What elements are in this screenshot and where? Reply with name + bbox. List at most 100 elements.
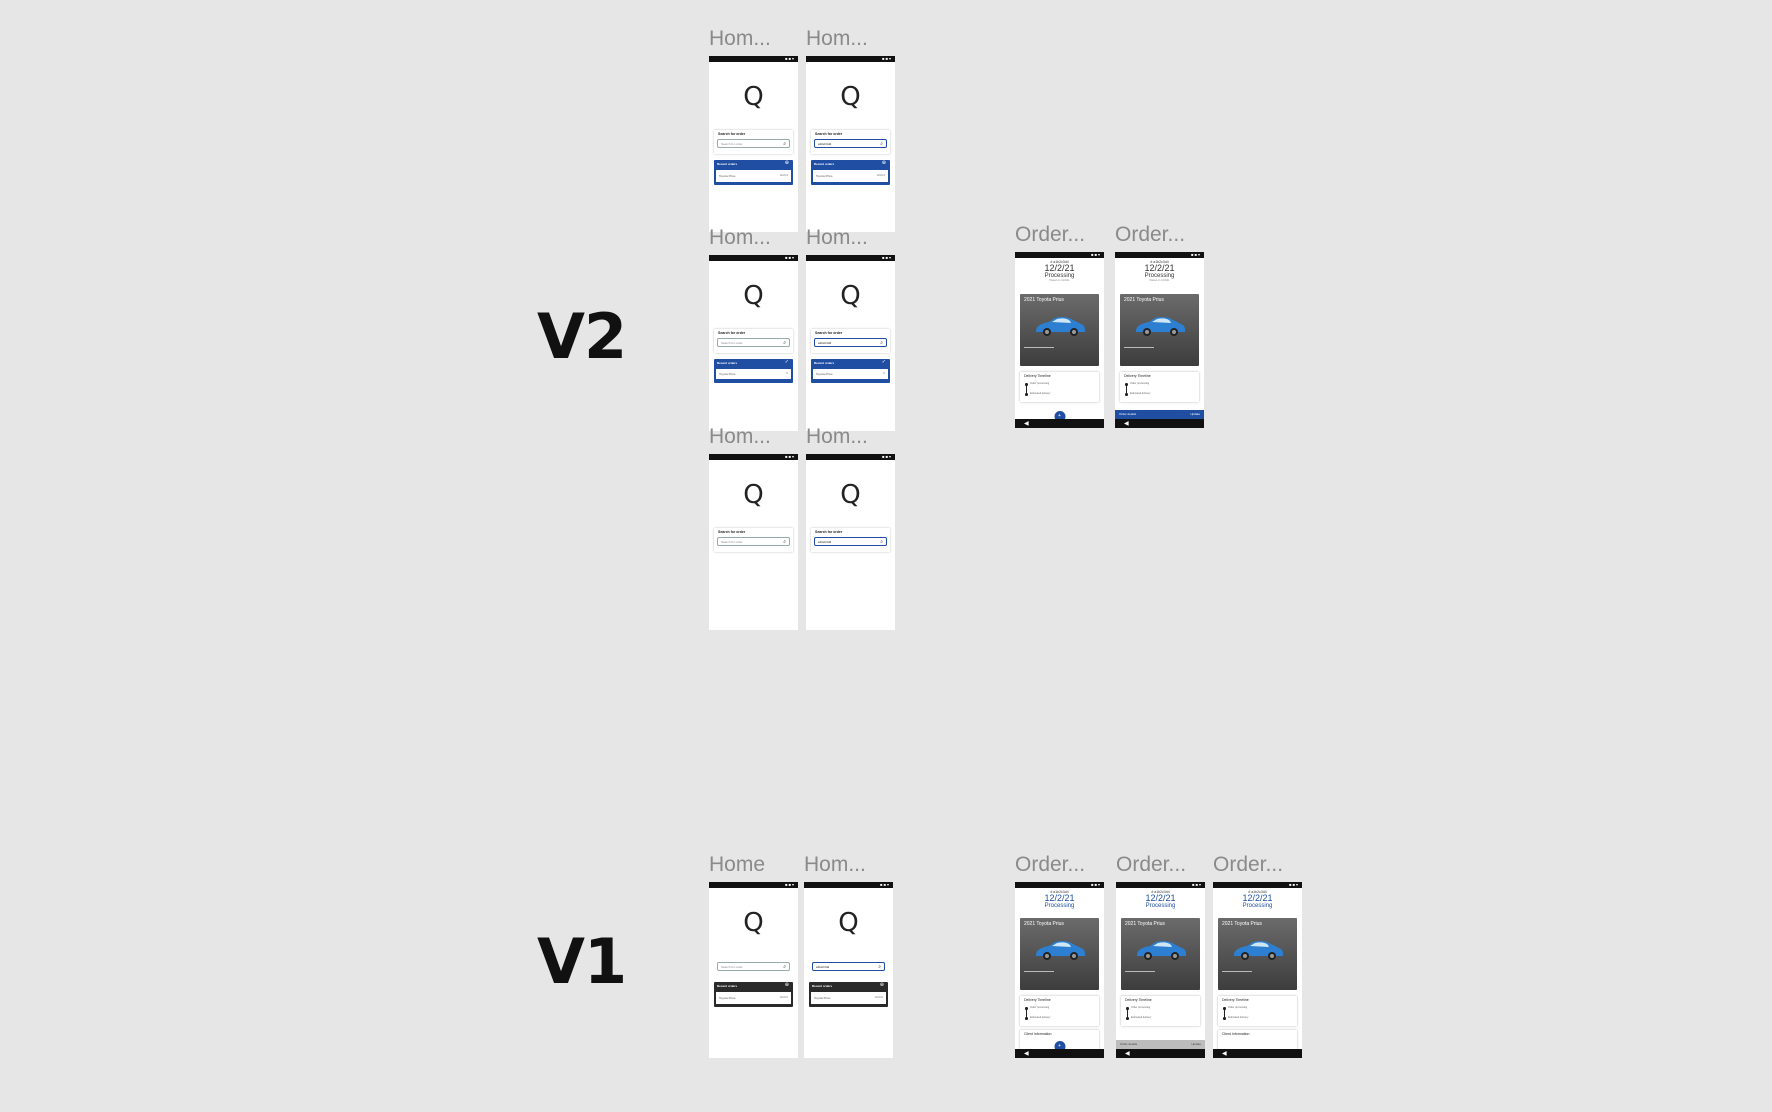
frame-label: Home: [709, 853, 766, 876]
search-input[interactable]: a1b2c3d4 ⌕: [814, 139, 887, 148]
search-icon[interactable]: ⌕: [880, 340, 883, 346]
nav-bar: ◀: [1116, 1049, 1205, 1058]
status-bar: ■■▾: [1015, 882, 1104, 888]
order-date: 12/2/21: [1044, 893, 1075, 903]
action-bar[interactable]: Order details Update: [1116, 1040, 1205, 1049]
search-input[interactable]: Search for order ⌕: [717, 962, 790, 971]
recent-orders-card[interactable]: Recent orders ✓ Toyota Prius ⬍: [811, 359, 890, 383]
frame-label: Order...: [1015, 223, 1086, 246]
recent-order-row[interactable]: Toyota Prius 12/2/21: [716, 170, 791, 182]
search-input[interactable]: Search for order ⌕: [717, 139, 790, 148]
search-icon[interactable]: ⌕: [880, 141, 883, 147]
frame-v1-home-1[interactable]: Home ■■▾ Q Search for order ⌕ Recent orde…: [709, 853, 798, 1058]
order-id: # a1b2c3d4: [1248, 890, 1267, 894]
frame-v2-home-1[interactable]: Hom... ■■▾ Q Search for order Search for…: [709, 27, 798, 232]
back-icon[interactable]: ◀: [1124, 421, 1129, 427]
frame-v1-order-3[interactable]: Order... ■■▾ # a1b2c3d4 12/2/21 Processi…: [1213, 853, 1302, 1058]
back-icon[interactable]: ◀: [1024, 1051, 1029, 1057]
recent-orders-card[interactable]: Recent orders ⊕ Toyota Prius 12/2/21: [714, 982, 793, 1007]
order-id: # a1b2c3d4: [1050, 890, 1069, 894]
search-input[interactable]: Search for order ⌕: [717, 338, 790, 347]
dropdown-icon[interactable]: ⬍: [882, 372, 885, 375]
recent-orders-card[interactable]: Recent orders ⊕ Toyota Prius 12/2/21: [714, 160, 793, 185]
action-bar[interactable]: Order details Update: [1115, 410, 1204, 419]
frame-v2-order-2[interactable]: Order... ■■▾ # a1b2c3d4 12/2/21 Processi…: [1115, 223, 1204, 428]
car-image: [1135, 316, 1185, 336]
collapse-icon[interactable]: ⊕: [784, 982, 789, 988]
back-icon[interactable]: ◀: [1222, 1051, 1227, 1057]
frame-v2-home-5[interactable]: Hom... ■■▾ Q Search for order Search for…: [709, 425, 798, 630]
check-icon[interactable]: ✓: [784, 359, 789, 365]
fab-button[interactable]: +: [1054, 411, 1065, 422]
frame-v1-home-2[interactable]: Hom... ■■▾ Q a1b2c3d4 ⌕ Recent orders ⊕ T…: [804, 853, 893, 1058]
timeline-line: [1126, 385, 1127, 393]
search-icon[interactable]: ⌕: [783, 539, 786, 545]
search-input[interactable]: a1b2c3d4 ⌕: [814, 537, 887, 546]
search-input[interactable]: Search for order ⌕: [717, 537, 790, 546]
status-bar: ■■▾: [806, 454, 895, 460]
phone-screen: ■■▾ Q Search for order Search for order ⌕: [709, 454, 798, 630]
order-header: # a1b2c3d4 12/2/21 Processing Placed on …: [1015, 260, 1104, 282]
search-input[interactable]: a1b2c3d4 ⌕: [814, 338, 887, 347]
car-image: [1035, 940, 1085, 960]
phone-screen: ■■▾ Q a1b2c3d4 ⌕ Recent orders ⊕ Toyota P…: [804, 882, 893, 1058]
action-right-button[interactable]: Update: [1190, 412, 1200, 416]
search-icon[interactable]: ⌕: [880, 539, 883, 545]
frame-v2-order-1[interactable]: Order... ■■▾ # a1b2c3d4 12/2/21 Processi…: [1015, 223, 1104, 428]
fab-button[interactable]: +: [1054, 1041, 1065, 1052]
search-icon[interactable]: ⌕: [878, 964, 881, 970]
search-value: a1b2c3d4: [818, 341, 832, 345]
collapse-icon[interactable]: ⊕: [881, 160, 886, 166]
recent-orders-title: Recent orders: [717, 361, 738, 365]
collapse-icon[interactable]: ⊕: [879, 982, 884, 988]
section-label-v2: V2: [537, 300, 627, 373]
recent-order-row[interactable]: Toyota Prius 12/2/21: [813, 170, 888, 182]
search-card: Search for order Search for order ⌕: [714, 528, 793, 552]
recent-orders-card[interactable]: Recent orders ⊕ Toyota Prius 12/2/21: [811, 160, 890, 185]
status-bar: ■■▾: [806, 255, 895, 261]
status-bar: ■■▾: [709, 56, 798, 62]
search-icon[interactable]: ⌕: [783, 340, 786, 346]
car-description: ▬▬▬▬▬▬▬▬▬▬▬▬: [1124, 346, 1154, 349]
order-id: # a1b2c3d4: [1151, 890, 1170, 894]
frame-v2-home-4[interactable]: Hom... ■■▾ Q Search for order a1b2c3d4 ⌕ …: [806, 226, 895, 431]
recent-order-select[interactable]: Toyota Prius ⬍: [716, 369, 791, 379]
status-bar: ■■▾: [1015, 252, 1104, 258]
collapse-icon[interactable]: ⊕: [784, 160, 789, 166]
car-image: [1136, 940, 1186, 960]
timeline-step-2: Estimated delivery: [1228, 1016, 1249, 1019]
frame-v2-home-2[interactable]: Hom... ■■▾ Q Search for order a1b2c3d4 ⌕ …: [806, 27, 895, 232]
recent-orders-card[interactable]: Recent orders ⊕ Toyota Prius 12/2/21: [809, 982, 888, 1007]
car-image: [1035, 316, 1085, 336]
order-status: Processing: [1145, 903, 1176, 909]
dropdown-icon[interactable]: ⬍: [785, 372, 788, 375]
app-logo: Q: [743, 480, 764, 510]
recent-orders-card[interactable]: Recent orders ✓ Toyota Prius ⬍: [714, 359, 793, 383]
app-logo: Q: [743, 82, 764, 112]
car-title: 2021 Toyota Prius: [1124, 297, 1164, 303]
recent-orders-title: Recent orders: [717, 984, 738, 988]
phone-screen: ■■▾ Q Search for order a1b2c3d4 ⌕ Recent …: [806, 255, 895, 431]
recent-order-date: 12/2/21: [874, 996, 883, 999]
car-card: 2021 Toyota Prius ▬▬▬▬▬▬▬▬▬▬▬▬: [1218, 918, 1297, 990]
recent-order-row[interactable]: Toyota Prius 12/2/21: [811, 992, 886, 1004]
search-input[interactable]: a1b2c3d4 ⌕: [812, 962, 885, 971]
back-icon[interactable]: ◀: [1125, 1051, 1130, 1057]
recent-order-select[interactable]: Toyota Prius ⬍: [813, 369, 888, 379]
search-title: Search for order: [815, 331, 843, 335]
search-icon[interactable]: ⌕: [783, 141, 786, 147]
action-right-button[interactable]: Update: [1191, 1042, 1201, 1046]
timeline-line: [1224, 1009, 1225, 1017]
car-card: 2021 Toyota Prius ▬▬▬▬▬▬▬▬▬▬▬▬: [1121, 918, 1200, 990]
frame-v2-home-3[interactable]: Hom... ■■▾ Q Search for order Search for…: [709, 226, 798, 431]
phone-screen: ■■▾ # a1b2c3d4 12/2/21 Processing Placed…: [1015, 252, 1104, 428]
order-header: # a1b2c3d4 12/2/21 Processing: [1116, 890, 1205, 909]
order-date: 12/2/21: [1144, 263, 1175, 273]
recent-order-row[interactable]: Toyota Prius 12/2/21: [716, 992, 791, 1004]
frame-v2-home-6[interactable]: Hom... ■■▾ Q Search for order a1b2c3d4 ⌕: [806, 425, 895, 630]
frame-v1-order-2[interactable]: Order... ■■▾ # a1b2c3d4 12/2/21 Processi…: [1116, 853, 1205, 1058]
check-icon[interactable]: ✓: [881, 359, 886, 365]
back-icon[interactable]: ◀: [1024, 421, 1029, 427]
frame-v1-order-1[interactable]: Order... ■■▾ # a1b2c3d4 12/2/21 Processi…: [1015, 853, 1104, 1058]
search-icon[interactable]: ⌕: [783, 964, 786, 970]
